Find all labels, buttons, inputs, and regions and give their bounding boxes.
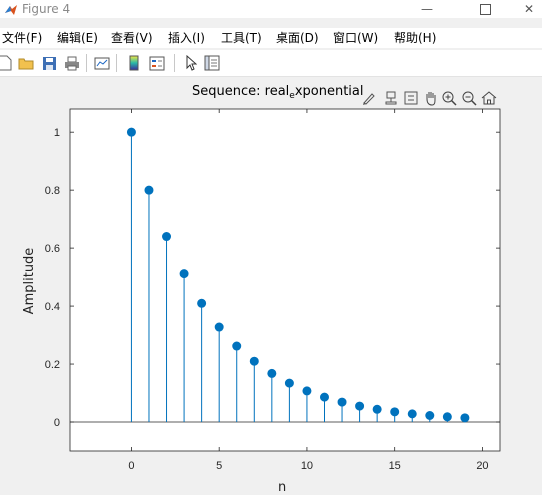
figure-canvas bbox=[0, 77, 542, 495]
brush-icon bbox=[363, 93, 375, 105]
legend-icon bbox=[149, 56, 165, 70]
toolbar-separator bbox=[86, 54, 87, 72]
menu-tools[interactable]: 工具(T) bbox=[221, 31, 262, 45]
legend-button[interactable] bbox=[148, 54, 166, 72]
title-bar: Figure 4 — ✕ bbox=[0, 0, 542, 18]
home-icon bbox=[481, 91, 497, 105]
plot-title: Sequence: realexponential bbox=[192, 84, 364, 101]
menu-edit[interactable]: 编辑(E) bbox=[57, 31, 98, 45]
new-figure-button[interactable] bbox=[0, 54, 14, 72]
save-icon bbox=[42, 56, 56, 70]
save-button[interactable] bbox=[40, 54, 58, 72]
zoom-out-icon bbox=[462, 91, 477, 106]
new-figure-icon bbox=[0, 55, 12, 71]
open-button[interactable] bbox=[17, 54, 35, 72]
edit-plot-button[interactable] bbox=[182, 54, 200, 72]
menu-insert[interactable]: 插入(I) bbox=[168, 31, 205, 45]
pan-hand-icon bbox=[426, 92, 436, 106]
plot-title-rest: xponential bbox=[294, 84, 364, 99]
menu-window[interactable]: 窗口(W) bbox=[333, 31, 379, 45]
zoom-in-button[interactable] bbox=[440, 89, 458, 107]
window-title: Figure 4 bbox=[22, 2, 71, 16]
maximize-icon bbox=[479, 3, 491, 15]
data-tips-button[interactable] bbox=[382, 89, 400, 107]
zoom-out-button[interactable] bbox=[460, 89, 478, 107]
menu-view[interactable]: 查看(V) bbox=[111, 31, 153, 45]
y-axis-label: Amplitude bbox=[22, 247, 37, 315]
close-button[interactable]: ✕ bbox=[506, 0, 542, 18]
figure-toolbar bbox=[0, 50, 542, 77]
x-axis-label: n bbox=[278, 480, 287, 495]
property-inspector-button[interactable] bbox=[203, 54, 221, 72]
zoom-in-icon bbox=[442, 91, 457, 106]
toolbar-separator bbox=[116, 54, 117, 72]
edit-plot-arrow-icon bbox=[186, 55, 197, 71]
plot-title-subscript: e bbox=[289, 91, 295, 101]
menu-file[interactable]: 文件(F) bbox=[2, 31, 43, 45]
print-icon bbox=[65, 56, 79, 70]
brush-button[interactable] bbox=[360, 89, 378, 107]
toolbar-separator bbox=[174, 54, 175, 72]
restore-view-button[interactable] bbox=[480, 89, 498, 107]
maximize-button[interactable] bbox=[462, 0, 508, 18]
link-axes-icon bbox=[404, 91, 418, 105]
colorbar-button[interactable] bbox=[125, 54, 143, 72]
menu-desktop[interactable]: 桌面(D) bbox=[276, 31, 319, 45]
link-plot-button[interactable] bbox=[93, 54, 111, 72]
minimize-button[interactable]: — bbox=[404, 0, 450, 18]
link-axes-button[interactable] bbox=[402, 89, 420, 107]
close-icon: ✕ bbox=[523, 2, 535, 16]
menu-bar: 文件(F) 编辑(E) 查看(V) 插入(I) 工具(T) 桌面(D) 窗口(W… bbox=[0, 28, 542, 48]
open-folder-icon bbox=[18, 58, 34, 70]
link-plot-icon bbox=[94, 57, 110, 69]
pan-button[interactable] bbox=[422, 89, 440, 107]
minimize-icon: — bbox=[421, 2, 433, 16]
plot-title-main: Sequence: real bbox=[192, 84, 290, 99]
print-button[interactable] bbox=[63, 54, 81, 72]
property-inspector-icon bbox=[204, 55, 220, 71]
data-tips-icon bbox=[385, 91, 397, 105]
colorbar-icon bbox=[129, 55, 139, 71]
matlab-logo-icon bbox=[4, 2, 18, 16]
menu-help[interactable]: 帮助(H) bbox=[394, 31, 437, 45]
